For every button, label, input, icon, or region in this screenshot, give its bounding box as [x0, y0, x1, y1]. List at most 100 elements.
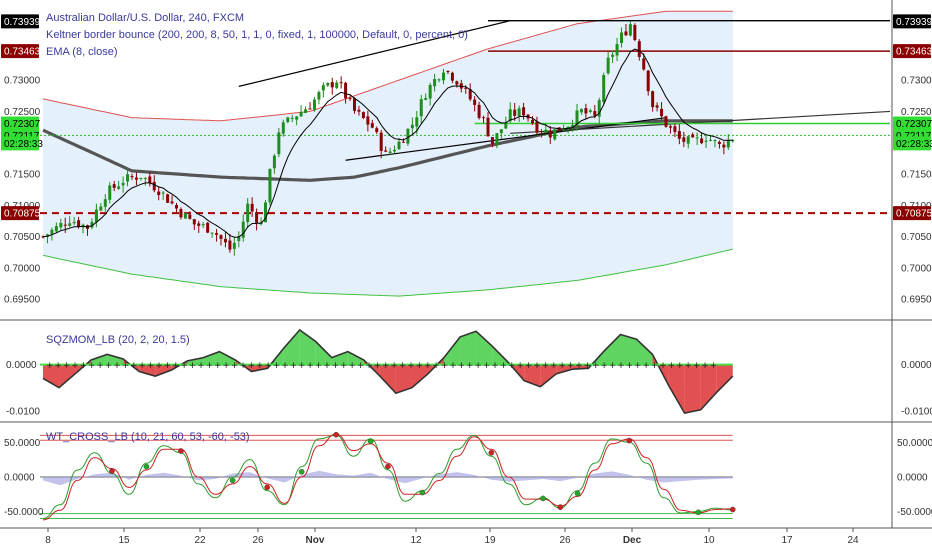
wt-cross-dot[interactable]	[109, 468, 115, 474]
candle[interactable]	[384, 146, 388, 153]
wt-cross-dot[interactable]	[488, 449, 495, 456]
time-axis[interactable]: 8 15 22 26 Nov 12 19 26 Dec 10 17 24	[45, 528, 859, 546]
candle[interactable]	[72, 216, 76, 226]
candle[interactable]	[700, 132, 704, 145]
candle[interactable]	[188, 211, 192, 220]
candle[interactable]	[228, 233, 232, 253]
candle[interactable]	[281, 119, 285, 137]
candle[interactable]	[473, 96, 477, 112]
candle[interactable]	[330, 77, 334, 95]
wt-cross-dot[interactable]	[695, 509, 702, 516]
candle[interactable]	[361, 111, 365, 120]
wt-cross-dot[interactable]	[626, 437, 633, 444]
candle[interactable]	[175, 202, 178, 213]
candle[interactable]	[499, 129, 503, 139]
candle[interactable]	[695, 132, 699, 146]
candle[interactable]	[277, 127, 281, 158]
candle[interactable]	[117, 180, 121, 190]
candle[interactable]	[152, 175, 156, 193]
candle[interactable]	[121, 176, 125, 193]
candle[interactable]	[241, 214, 245, 242]
candle[interactable]	[41, 235, 45, 239]
candle[interactable]	[513, 102, 517, 121]
candle[interactable]	[620, 27, 623, 48]
candle[interactable]	[90, 218, 94, 230]
candle[interactable]	[317, 90, 321, 105]
candle[interactable]	[250, 197, 254, 217]
wt-cross-dot[interactable]	[367, 438, 374, 445]
candle[interactable]	[339, 76, 343, 89]
candle[interactable]	[215, 229, 219, 242]
candle[interactable]	[575, 103, 579, 131]
candle[interactable]	[268, 168, 272, 206]
candle[interactable]	[646, 69, 650, 96]
candle[interactable]	[597, 97, 601, 124]
candle[interactable]	[50, 227, 54, 241]
candle[interactable]	[357, 105, 361, 116]
squeeze-momentum-panel[interactable]: + + + + + + + + + + + + + + + + + + + + + + + + + + + + + + + + + + + + + + + +…	[40, 328, 734, 414]
candle[interactable]	[424, 93, 428, 101]
candle[interactable]	[611, 50, 615, 63]
trendline-1[interactable]	[345, 117, 667, 161]
candle[interactable]	[246, 197, 250, 228]
candle[interactable]	[219, 234, 223, 246]
wt-cross-dot[interactable]	[298, 468, 305, 475]
candle[interactable]	[535, 116, 539, 135]
candle[interactable]	[344, 81, 348, 104]
candle[interactable]	[722, 141, 726, 155]
candle[interactable]	[602, 72, 606, 105]
candle[interactable]	[126, 168, 130, 187]
candle[interactable]	[704, 134, 708, 148]
candle[interactable]	[637, 39, 641, 61]
candle[interactable]	[210, 232, 214, 238]
candle[interactable]	[335, 80, 339, 90]
candle[interactable]	[397, 138, 401, 150]
candle[interactable]	[531, 116, 534, 125]
wt-cross-dot[interactable]	[178, 448, 184, 454]
candle[interactable]	[606, 51, 610, 75]
candle[interactable]	[713, 139, 717, 148]
candle[interactable]	[446, 70, 450, 75]
candle[interactable]	[161, 190, 165, 200]
candle[interactable]	[442, 68, 445, 85]
candle[interactable]	[134, 172, 138, 186]
candle[interactable]	[308, 102, 312, 110]
wt-cross-dot[interactable]	[229, 477, 236, 484]
candle[interactable]	[691, 132, 695, 138]
candle[interactable]	[353, 97, 356, 114]
wt-cross-dot[interactable]	[557, 504, 564, 510]
candle[interactable]	[433, 73, 437, 92]
candle[interactable]	[366, 110, 370, 132]
candle[interactable]	[379, 130, 383, 159]
candle[interactable]	[192, 219, 196, 231]
candle[interactable]	[312, 96, 316, 112]
candle[interactable]	[651, 90, 655, 112]
candle[interactable]	[673, 123, 677, 137]
wt-cross-dot[interactable]	[385, 463, 391, 470]
candle[interactable]	[388, 147, 392, 156]
candle[interactable]	[419, 94, 423, 124]
candle[interactable]	[562, 124, 566, 132]
candle[interactable]	[655, 102, 659, 112]
wt-cross-dot[interactable]	[419, 489, 426, 496]
wave-trend-panel[interactable]	[40, 431, 736, 521]
candle[interactable]	[495, 132, 499, 149]
candle[interactable]	[370, 119, 374, 129]
candle[interactable]	[223, 232, 227, 248]
candle[interactable]	[295, 116, 299, 126]
candle[interactable]	[179, 207, 183, 220]
candle[interactable]	[170, 195, 174, 205]
candle[interactable]	[304, 106, 308, 114]
candle[interactable]	[139, 177, 143, 181]
candle[interactable]	[112, 180, 116, 192]
candle[interactable]	[103, 194, 107, 212]
candle[interactable]	[522, 102, 526, 120]
candle[interactable]	[108, 182, 112, 204]
candle[interactable]	[677, 124, 681, 145]
candle[interactable]	[548, 125, 552, 144]
candle[interactable]	[588, 108, 592, 114]
candle[interactable]	[348, 95, 352, 101]
candle[interactable]	[143, 177, 147, 186]
wt-cross-dot[interactable]	[729, 506, 736, 513]
candle[interactable]	[183, 211, 187, 219]
